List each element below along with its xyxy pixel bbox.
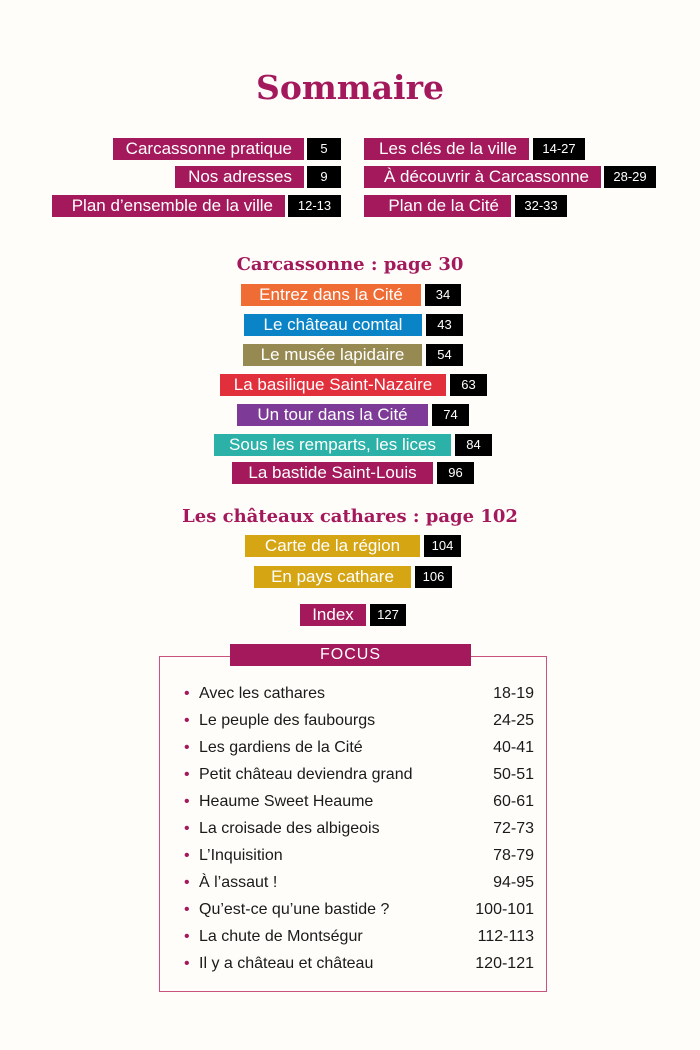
focus-item-label: À l’assaut ! — [199, 874, 278, 891]
focus-item[interactable]: • La chute de Montségur 112-113 — [184, 928, 534, 955]
toc-entry[interactable]: Carte de la région 104 — [245, 535, 461, 557]
toc-entry[interactable]: Plan d’ensemble de la ville 12-13 — [52, 195, 341, 217]
toc-entry[interactable]: Le château comtal 43 — [244, 314, 463, 336]
bullet-icon: • — [184, 901, 190, 918]
toc-entry-label: Le musée lapidaire — [243, 344, 422, 366]
focus-item-label: Les gardiens de la Cité — [199, 739, 363, 756]
bullet-icon: • — [184, 766, 190, 783]
toc-entry-label: Plan d’ensemble de la ville — [52, 195, 285, 217]
page-title: Sommaire — [256, 68, 444, 107]
focus-item[interactable]: • Il y a château et château 120-121 — [184, 955, 534, 982]
focus-item-label: Avec les cathares — [199, 685, 325, 702]
toc-entry-page: 5 — [307, 138, 341, 160]
toc-entry[interactable]: Entrez dans la Cité 34 — [241, 284, 461, 306]
section-heading: Les châteaux cathares : page 102 — [182, 506, 518, 527]
toc-entry-page: 106 — [415, 566, 452, 588]
focus-item-page: 100-101 — [475, 901, 534, 918]
focus-item-label: La croisade des albigeois — [199, 820, 380, 837]
toc-entry-page: 14-27 — [533, 138, 585, 160]
toc-entry[interactable]: La bastide Saint-Louis 96 — [232, 462, 474, 484]
focus-item[interactable]: • Le peuple des faubourgs 24-25 — [184, 712, 534, 739]
focus-item-page: 78-79 — [493, 847, 534, 864]
toc-entry[interactable]: Carcassonne pratique 5 — [113, 138, 341, 160]
toc-entry[interactable]: Index 127 — [300, 604, 406, 626]
focus-item-page: 112-113 — [477, 928, 534, 945]
toc-entry-page: 34 — [425, 284, 461, 306]
focus-item[interactable]: • La croisade des albigeois 72-73 — [184, 820, 534, 847]
focus-item[interactable]: • Petit château deviendra grand 50-51 — [184, 766, 534, 793]
focus-item-label: Heaume Sweet Heaume — [199, 793, 374, 810]
focus-item-page: 120-121 — [475, 955, 534, 972]
toc-entry[interactable]: Plan de la Cité 32-33 — [364, 195, 567, 217]
toc-entry-label: Les clés de la ville — [364, 138, 529, 160]
focus-item-page: 94-95 — [493, 874, 534, 891]
focus-item-page: 60-61 — [493, 793, 534, 810]
toc-entry-label: Plan de la Cité — [364, 195, 511, 217]
toc-entry-page: 9 — [307, 166, 341, 188]
focus-item-label: Petit château deviendra grand — [199, 766, 413, 783]
toc-entry-label: En pays cathare — [254, 566, 411, 588]
toc-entry-page: 127 — [370, 604, 406, 626]
focus-item[interactable]: • L’Inquisition 78-79 — [184, 847, 534, 874]
toc-entry[interactable]: Les clés de la ville 14-27 — [364, 138, 585, 160]
toc-entry[interactable]: Le musée lapidaire 54 — [243, 344, 463, 366]
focus-item-label: Le peuple des faubourgs — [199, 712, 376, 729]
toc-entry-label: Un tour dans la Cité — [237, 404, 428, 426]
toc-entry-label: Le château comtal — [244, 314, 422, 336]
toc-entry-page: 74 — [432, 404, 469, 426]
toc-entry-label: Index — [300, 604, 366, 626]
focus-title: FOCUS — [230, 644, 471, 666]
bullet-icon: • — [184, 685, 190, 702]
focus-item-label: La chute de Montségur — [199, 928, 363, 945]
toc-entry-page: 96 — [437, 462, 474, 484]
toc-entry-label: Entrez dans la Cité — [241, 284, 421, 306]
toc-entry-page: 54 — [426, 344, 463, 366]
toc-entry-page: 28-29 — [604, 166, 656, 188]
bullet-icon: • — [184, 955, 190, 972]
toc-entry-label: Nos adresses — [175, 166, 304, 188]
section-heading: Carcassonne : page 30 — [236, 254, 464, 275]
toc-entry-page: 32-33 — [515, 195, 567, 217]
focus-item-page: 50-51 — [493, 766, 534, 783]
toc-entry-label: Carte de la région — [245, 535, 420, 557]
toc-entry-page: 104 — [424, 535, 461, 557]
bullet-icon: • — [184, 874, 190, 891]
toc-entry[interactable]: Sous les remparts, les lices 84 — [214, 434, 492, 456]
toc-entry-page: 43 — [426, 314, 463, 336]
toc-entry[interactable]: En pays cathare 106 — [254, 566, 452, 588]
toc-entry-label: La basilique Saint-Nazaire — [220, 374, 446, 396]
focus-item-page: 24-25 — [493, 712, 534, 729]
bullet-icon: • — [184, 739, 190, 756]
focus-item[interactable]: • Qu’est-ce qu’une bastide ? 100-101 — [184, 901, 534, 928]
focus-item[interactable]: • Les gardiens de la Cité 40-41 — [184, 739, 534, 766]
bullet-icon: • — [184, 847, 190, 864]
toc-entry-page: 63 — [450, 374, 487, 396]
focus-item[interactable]: • Avec les cathares 18-19 — [184, 685, 534, 712]
bullet-icon: • — [184, 928, 190, 945]
bullet-icon: • — [184, 793, 190, 810]
focus-item-page: 72-73 — [493, 820, 534, 837]
focus-item[interactable]: • Heaume Sweet Heaume 60-61 — [184, 793, 534, 820]
toc-entry-page: 84 — [455, 434, 492, 456]
focus-item-label: Il y a château et château — [199, 955, 374, 972]
focus-item-label: Qu’est-ce qu’une bastide ? — [199, 901, 390, 918]
bullet-icon: • — [184, 820, 190, 837]
focus-item-page: 40-41 — [493, 739, 534, 756]
toc-entry-label: Sous les remparts, les lices — [214, 434, 451, 456]
toc-entry[interactable]: À découvrir à Carcassonne 28-29 — [364, 166, 656, 188]
toc-entry-label: À découvrir à Carcassonne — [364, 166, 601, 188]
focus-item[interactable]: • À l’assaut ! 94-95 — [184, 874, 534, 901]
toc-entry[interactable]: Nos adresses 9 — [175, 166, 341, 188]
toc-entry-label: Carcassonne pratique — [113, 138, 304, 160]
focus-item-page: 18-19 — [493, 685, 534, 702]
toc-entry-page: 12-13 — [288, 195, 341, 217]
bullet-icon: • — [184, 712, 190, 729]
toc-entry[interactable]: Un tour dans la Cité 74 — [237, 404, 469, 426]
toc-entry[interactable]: La basilique Saint-Nazaire 63 — [220, 374, 487, 396]
focus-item-label: L’Inquisition — [199, 847, 283, 864]
toc-entry-label: La bastide Saint-Louis — [232, 462, 433, 484]
